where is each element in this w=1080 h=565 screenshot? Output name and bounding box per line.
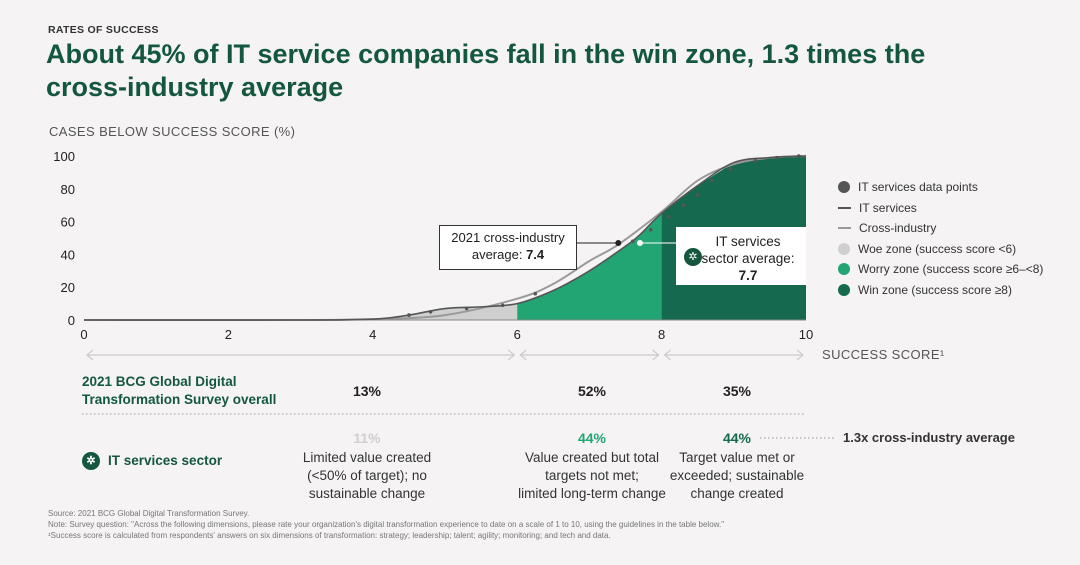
it-sector-label: IT services sector	[108, 453, 223, 468]
it-avg-marker	[636, 240, 643, 246]
x-tick-label: 8	[658, 327, 665, 342]
it-pct-worry: 44%	[577, 430, 607, 446]
it-services-line	[83, 155, 807, 321]
chart-title: About 45% of IT service companies fall i…	[46, 39, 926, 102]
y-tick-label: 20	[61, 280, 75, 295]
legend-swatch	[838, 181, 850, 193]
it-callout-text: IT services sector average: 7.7	[676, 227, 806, 284]
survey-overall-label: 2021 BCG Global Digital Transformation S…	[82, 373, 276, 409]
woe-zone-area	[84, 303, 518, 320]
data-point	[407, 313, 411, 317]
x-axis-label: SUCCESS SCORE¹	[822, 347, 945, 362]
legend-swatch	[838, 227, 851, 229]
data-point	[630, 239, 635, 244]
desc-win-2: exceeded; sustainable	[669, 468, 805, 483]
cross-callout-value: 7.4	[526, 247, 545, 262]
legend-swatch	[838, 242, 850, 255]
legend-label: Worry zone (success score ≥6–<8)	[858, 262, 1044, 276]
y-tick-label: 40	[61, 247, 75, 262]
legend-label: IT services	[859, 200, 917, 215]
worry-zone-arrow-head-left	[519, 349, 527, 361]
win-zone-arrow-head-left	[663, 349, 671, 361]
survey-pct-worry: 52%	[577, 383, 607, 399]
x-tick-label: 4	[369, 327, 376, 342]
desc-woe: Limited value created (<50% of target); …	[287, 449, 447, 503]
x-tick-label: 6	[514, 327, 521, 342]
desc-win: Target value met or exceeded; sustainabl…	[662, 449, 812, 503]
legend-label: IT services data points	[858, 180, 978, 194]
it-sector-icon: ✲	[82, 452, 100, 470]
footnote: ¹Success score is calculated from respon…	[48, 531, 611, 540]
desc-worry-2: targets not met;	[545, 468, 639, 483]
woe-zone-arrow-head-left	[86, 349, 94, 361]
legend-item: Cross-industry	[838, 221, 936, 235]
woe-zone-arrow-head-right	[507, 349, 516, 361]
it-callout-value: 7.7	[738, 268, 758, 283]
cross-callout-line2-wrap: average: 7.4	[440, 246, 576, 263]
source-note: Source: 2021 BCG Global Digital Transfor…	[48, 509, 250, 518]
it-sector-label-row: ✲ IT services sector	[82, 452, 222, 470]
survey-label-line2: Transformation Survey overall	[82, 392, 277, 407]
data-point	[667, 214, 671, 219]
data-point	[533, 291, 538, 296]
legend-label: Win zone (success score ≥8)	[858, 282, 1012, 297]
x-tick-label: 10	[799, 327, 813, 342]
data-point	[648, 228, 653, 232]
legend-item: Woe zone (success score <6)	[838, 242, 1016, 256]
desc-win-3: change created	[690, 486, 784, 501]
survey-label-line1: 2021 BCG Global Digital	[82, 374, 237, 389]
desc-worry-3: limited long-term change	[518, 486, 666, 501]
it-pct-win: 44%	[722, 430, 752, 446]
data-point	[710, 178, 714, 183]
win-zone-arrow-head-right	[796, 349, 804, 361]
legend-swatch	[838, 283, 850, 296]
data-point	[695, 193, 700, 198]
data-point	[500, 303, 505, 308]
legend-label: Cross-industry	[859, 221, 937, 235]
desc-win-1: Target value met or	[679, 450, 795, 465]
it-pct-woe: 11%	[353, 430, 381, 446]
cross-callout-line1: 2021 cross-industry	[451, 230, 565, 245]
survey-note: Note: Survey question: "Across the follo…	[48, 520, 725, 529]
y-tick-label: 80	[61, 182, 75, 197]
desc-worry-1: Value created but total	[524, 450, 660, 465]
y-tick-label: 60	[61, 215, 75, 230]
legend-swatch	[838, 263, 850, 275]
desc-woe-1: Limited value created	[302, 450, 432, 465]
data-point	[775, 155, 779, 160]
legend-item: Win zone (success score ≥8)	[838, 283, 1012, 297]
desc-woe-2: (<50% of target); no	[307, 468, 427, 483]
cross-callout-line2: average:	[471, 247, 523, 262]
worry-zone-area	[517, 213, 662, 320]
data-point	[428, 310, 433, 314]
y-tick-label: 100	[53, 149, 75, 164]
it-callout-line2: sector average:	[701, 251, 795, 266]
legend-item: IT services	[838, 201, 917, 215]
cross-avg-marker	[615, 240, 622, 246]
it-services-icon: ✲	[684, 248, 702, 266]
multiple-note: 1.3x cross-industry average	[843, 430, 1015, 445]
legend-label: Woe zone (success score <6)	[858, 241, 1017, 256]
y-axis-label: CASES BELOW SUCCESS SCORE (%)	[49, 124, 296, 139]
y-tick-label: 0	[68, 313, 75, 328]
desc-worry: Value created but total targets not met;…	[507, 449, 677, 503]
legend-item: Worry zone (success score ≥6–<8)	[838, 262, 1043, 276]
legend-swatch	[838, 206, 851, 209]
survey-pct-woe: 13%	[352, 383, 382, 399]
data-point	[796, 154, 801, 158]
worry-zone-arrow-head-right	[652, 349, 660, 361]
data-point	[464, 306, 469, 311]
x-tick-label: 2	[225, 327, 232, 342]
data-point	[681, 203, 686, 207]
desc-woe-3: sustainable change	[308, 486, 426, 501]
it-services-avg-callout: ✲ IT services sector average: 7.7	[676, 227, 806, 285]
cross-industry-avg-callout: 2021 cross-industry average: 7.4	[439, 225, 577, 270]
survey-pct-win: 35%	[722, 383, 752, 399]
x-tick-label: 0	[80, 327, 87, 342]
kicker: RATES OF SUCCESS	[48, 24, 159, 36]
legend-item: IT services data points	[838, 180, 978, 194]
it-callout-line1: IT services	[715, 234, 781, 249]
data-point	[753, 159, 758, 163]
data-point	[728, 167, 732, 171]
